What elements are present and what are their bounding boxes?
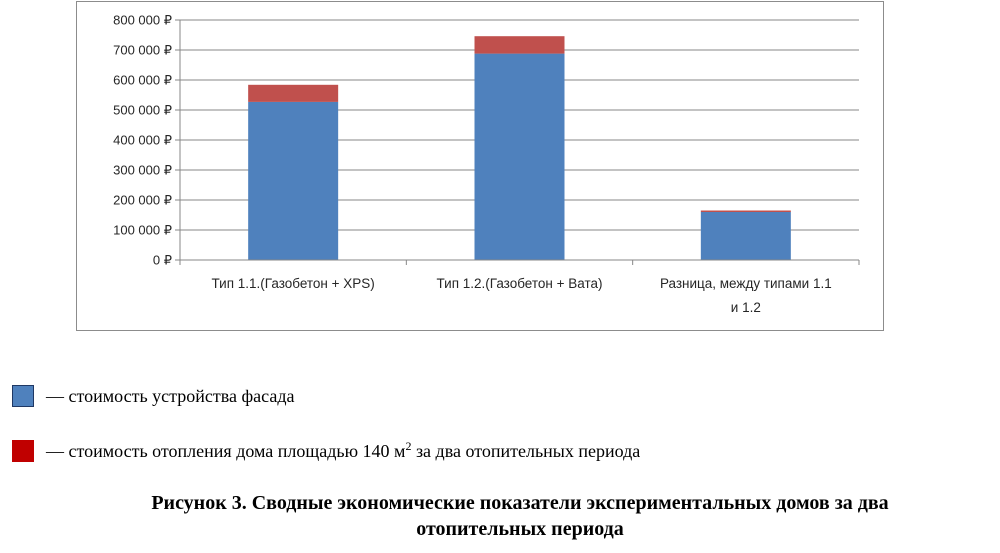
caption-line-1: Рисунок 3. Сводные экономические показат…	[151, 492, 889, 514]
y-tick-label: 400 000 ₽	[113, 133, 172, 148]
legend-label-heating-main: — стоимость отопления дома площадью 140 …	[46, 441, 406, 461]
y-tick-label: 700 000 ₽	[113, 43, 172, 58]
legend-label-heating-sup: 2	[405, 439, 412, 453]
legend-label-facade: — стоимость устройства фасада	[46, 385, 295, 406]
y-tick-label: 200 000 ₽	[113, 193, 172, 208]
caption-line-2: отопительных периода	[416, 518, 624, 540]
y-tick-label: 300 000 ₽	[113, 163, 172, 178]
y-tick-label: 500 000 ₽	[113, 103, 172, 118]
legend-item-facade: — стоимость устройства фасада	[12, 385, 294, 407]
chart-area: 0 ₽ 100 000 ₽ 200 000 ₽ 300 000 ₽ 400 000 ₽ 5…	[76, 1, 884, 331]
legend-label-heating: — стоимость отопления дома площадью 140 …	[46, 439, 640, 462]
legend-swatch-facade	[12, 385, 34, 407]
x-tick-label: Тип 1.1.(Газобетон + XPS)	[212, 276, 375, 291]
figure-caption: Рисунок 3. Сводные экономические показат…	[0, 490, 1000, 542]
y-tick-label: 600 000 ₽	[113, 73, 172, 88]
x-tick-label: и 1.2	[731, 300, 761, 315]
bar-segment-facade	[248, 101, 339, 261]
bar-segment-heating	[248, 84, 339, 102]
legend-label-heating-rest: за два отопительных периода	[411, 441, 641, 461]
bar-segment-heating	[700, 210, 791, 212]
y-tick-label: 100 000 ₽	[113, 223, 172, 238]
bar-segment-facade	[474, 53, 565, 260]
bar-chart: 0 ₽ 100 000 ₽ 200 000 ₽ 300 000 ₽ 400 000 ₽ 5…	[113, 13, 860, 315]
y-tick-label: 800 000 ₽	[113, 13, 172, 28]
x-tick-label: Тип 1.2.(Газобетон + Вата)	[437, 276, 603, 291]
bar-segment-heating	[474, 36, 565, 54]
y-tick-label: 0 ₽	[153, 253, 172, 268]
x-tick-label: Разница, между типами 1.1	[660, 276, 832, 291]
legend-item-heating: — стоимость отопления дома площадью 140 …	[12, 439, 640, 462]
legend-swatch-heating	[12, 439, 34, 462]
bar-segment-facade	[700, 212, 791, 260]
